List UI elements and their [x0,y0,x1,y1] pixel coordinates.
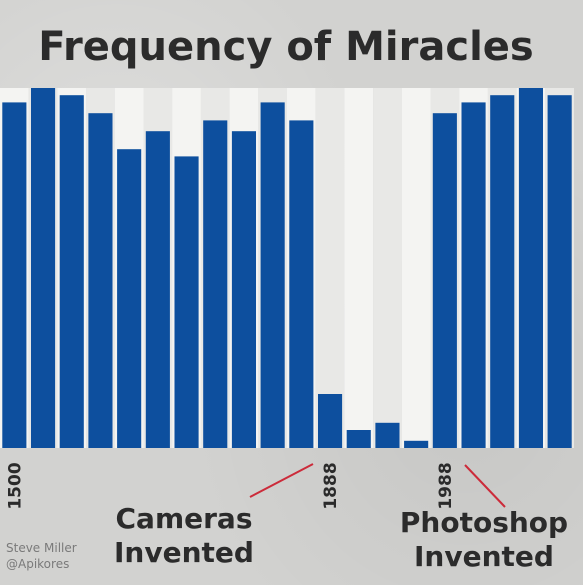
plot-column-14 [401,88,431,448]
annotations: Cameras Invented Photoshop Invented [114,463,568,573]
plot-background [0,88,574,448]
bar-6 [174,156,199,448]
bar-9 [260,102,285,449]
x-tick-label-1: 1888 [321,462,341,509]
bars-group [2,88,572,449]
bar-8 [231,131,257,448]
bar-3 [88,113,113,448]
chart-title: Frequency of Miracles [38,24,533,70]
bar-5 [145,131,170,448]
annotation-label-1: Photoshop Invented [400,506,568,573]
bar-10 [289,120,314,449]
bar-16 [461,102,486,449]
bar-1 [30,88,56,448]
bar-11 [317,394,343,448]
bar-2 [59,95,84,448]
bar-14 [404,440,429,448]
credit-line-1: @Apikores [6,557,69,571]
credit: Steve Miller @Apikores [6,541,77,571]
x-tick-label-0: 1500 [5,462,25,509]
bar-15 [432,113,457,448]
bar-7 [203,120,228,449]
bar-4 [117,149,142,448]
plot-column-12 [344,88,374,448]
x-tick-label-2: 1988 [436,462,456,509]
bar-0 [2,102,27,449]
bar-18 [518,88,544,448]
bar-19 [547,95,572,448]
plot-column-13 [373,88,402,448]
credit-line-0: Steve Miller [6,541,77,555]
bar-13 [375,422,400,448]
plot-column-11 [315,88,345,448]
bar-17 [490,95,515,448]
annotation-pointer-1 [464,464,506,508]
annotation-pointer-0 [249,463,314,498]
bar-12 [346,430,371,448]
x-tick-labels: 1500 1888 1988 [5,462,456,509]
annotation-label-0: Cameras Invented [114,502,254,569]
